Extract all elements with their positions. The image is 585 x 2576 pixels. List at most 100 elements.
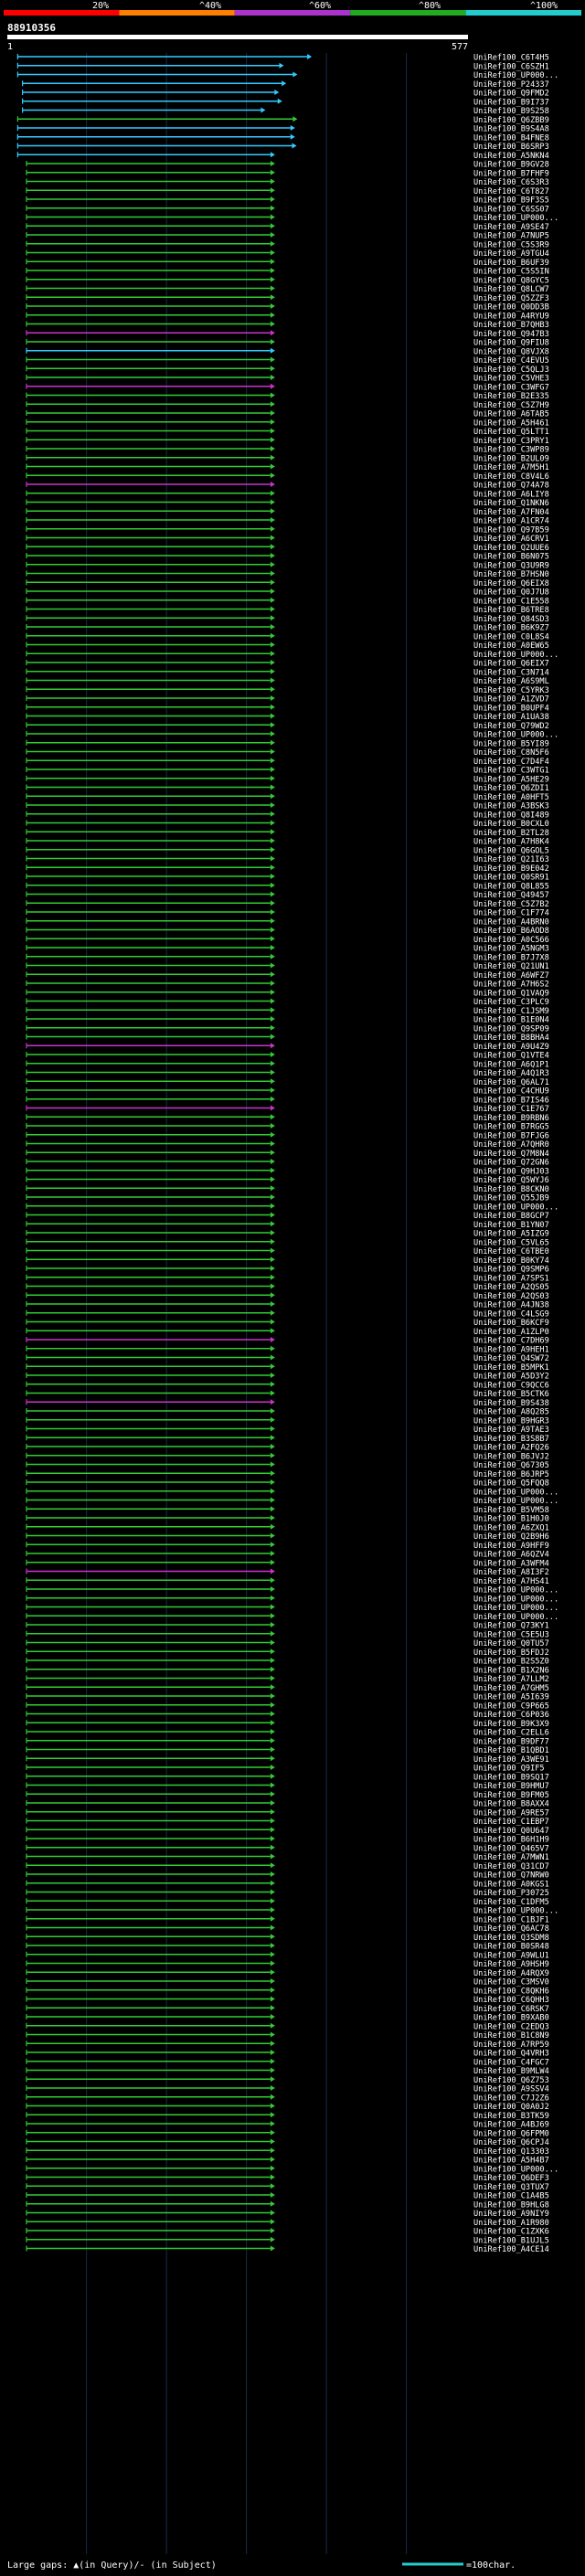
hit-row[interactable]: UniRef100_B9K3X9 <box>26 1720 549 1729</box>
hit-label[interactable]: UniRef100_Q6AC78 <box>473 1924 549 1934</box>
hit-label[interactable]: UniRef100_B9FM05 <box>473 1791 549 1800</box>
hit-row[interactable]: UniRef100_C3WFG7 <box>26 383 549 392</box>
hit-row[interactable]: UniRef100_A5D3Y2 <box>26 1373 549 1382</box>
hit-label[interactable]: UniRef100_Q6ZDI1 <box>473 784 549 793</box>
hit-label[interactable]: UniRef100_B1UJL5 <box>473 2236 549 2245</box>
hit-label[interactable]: UniRef100_A6S9ML <box>473 677 549 686</box>
hit-row[interactable]: UniRef100_A9HSH9 <box>26 1960 549 1969</box>
hit-row[interactable]: UniRef100_A5H4B7 <box>26 2157 549 2166</box>
hit-label[interactable]: UniRef100_P24337 <box>473 80 549 90</box>
hit-row[interactable]: UniRef100_C2ELL6 <box>26 1729 549 1738</box>
hit-label[interactable]: UniRef100_Q21UN1 <box>473 962 549 971</box>
hit-row[interactable]: UniRef100_B9S258 <box>22 107 549 116</box>
hit-label[interactable]: UniRef100_Q7M8N4 <box>473 1150 549 1159</box>
hit-row[interactable]: UniRef100_UP000... <box>26 214 558 223</box>
hit-row[interactable]: UniRef100_UP000... <box>16 71 558 80</box>
hit-row[interactable]: UniRef100_B1X2N6 <box>26 1666 549 1675</box>
hit-label[interactable]: UniRef100_A8I3F2 <box>473 1568 549 1577</box>
hit-row[interactable]: UniRef100_Q0DD3B <box>26 303 549 313</box>
hit-label[interactable]: UniRef100_C3N714 <box>473 668 549 677</box>
hit-label[interactable]: UniRef100_A9NIY9 <box>473 2210 549 2219</box>
hit-row[interactable]: UniRef100_B7FJG6 <box>26 1131 549 1140</box>
hit-label[interactable]: UniRef100_B6KCF9 <box>473 1319 549 1328</box>
hit-row[interactable]: UniRef100_Q6AL71 <box>26 1078 549 1087</box>
hit-label[interactable]: UniRef100_A7H8K4 <box>473 838 549 847</box>
hit-row[interactable]: UniRef100_A6WFZ7 <box>26 971 549 981</box>
hit-row[interactable]: UniRef100_B1E0N4 <box>26 1016 549 1025</box>
hit-label[interactable]: UniRef100_Q8LCW7 <box>473 285 549 294</box>
hit-label[interactable]: UniRef100_B8GCP7 <box>473 1212 549 1221</box>
hit-row[interactable]: UniRef100_C1F774 <box>26 909 549 918</box>
hit-row[interactable]: UniRef100_Q9FIU8 <box>26 339 549 348</box>
hit-row[interactable]: UniRef100_A9TAE3 <box>26 1426 549 1435</box>
hit-row[interactable]: UniRef100_Q8LCW7 <box>26 285 549 294</box>
hit-row[interactable]: UniRef100_C3PRY1 <box>26 437 549 446</box>
hit-label[interactable]: UniRef100_A7SPS1 <box>473 1274 549 1283</box>
hit-row[interactable]: UniRef100_UP000... <box>26 1497 558 1506</box>
hit-row[interactable]: UniRef100_A8Q285 <box>26 1408 549 1417</box>
hit-row[interactable]: UniRef100_C6T4H5 <box>16 54 549 63</box>
hit-row[interactable]: UniRef100_A7FN04 <box>26 508 549 517</box>
hit-row[interactable]: UniRef100_B9MLW4 <box>26 2067 549 2076</box>
hit-label[interactable]: UniRef100_C8V4L6 <box>473 472 549 482</box>
hit-row[interactable]: UniRef100_C0L8S4 <box>26 632 549 641</box>
hit-label[interactable]: UniRef100_A5NGM3 <box>473 945 549 954</box>
hit-row[interactable]: UniRef100_B6N075 <box>26 553 549 562</box>
hit-label[interactable]: UniRef100_A4Q1R3 <box>473 1069 549 1078</box>
hit-label[interactable]: UniRef100_B9S258 <box>473 107 549 116</box>
hit-row[interactable]: UniRef100_Q6CPJ4 <box>26 2138 549 2147</box>
hit-label[interactable]: UniRef100_B5YI89 <box>473 739 549 748</box>
hit-row[interactable]: UniRef100_B6JRP5 <box>26 1470 549 1479</box>
hit-label[interactable]: UniRef100_Q97B59 <box>473 525 549 535</box>
hit-label[interactable]: UniRef100_C5VHE3 <box>473 375 549 384</box>
hit-row[interactable]: UniRef100_A4RQX9 <box>26 1969 549 1978</box>
hit-label[interactable]: UniRef100_B7QHB3 <box>473 321 549 330</box>
hit-label[interactable]: UniRef100_Q3U9R9 <box>473 561 549 570</box>
hit-label[interactable]: UniRef100_UP000... <box>473 1613 558 1622</box>
hit-label[interactable]: UniRef100_B9DF77 <box>473 1737 549 1746</box>
hit-label[interactable]: UniRef100_A9TGU4 <box>473 249 549 259</box>
hit-row[interactable]: UniRef100_Q6EIX8 <box>26 579 549 588</box>
hit-label[interactable]: UniRef100_A7QHR0 <box>473 1140 549 1150</box>
hit-label[interactable]: UniRef100_C5Z7H9 <box>473 401 549 410</box>
hit-label[interactable]: UniRef100_A7NUP5 <box>473 232 549 241</box>
hit-label[interactable]: UniRef100_B1E0N4 <box>473 1016 549 1025</box>
hit-row[interactable]: UniRef100_UP000... <box>26 1613 558 1622</box>
hit-row[interactable]: UniRef100_A7HS41 <box>26 1577 549 1586</box>
hit-row[interactable]: UniRef100_B6KCF9 <box>26 1319 549 1328</box>
hit-row[interactable]: UniRef100_UP000... <box>26 731 558 740</box>
hit-row[interactable]: UniRef100_Q3TUX7 <box>26 2183 549 2192</box>
hit-row[interactable]: UniRef100_A5NGM3 <box>26 945 549 954</box>
hit-label[interactable]: UniRef100_B2S5Z0 <box>473 1658 549 1667</box>
hit-label[interactable]: UniRef100_B9GV28 <box>473 161 549 170</box>
hit-row[interactable]: UniRef100_B9HLG8 <box>26 2200 549 2210</box>
hit-row[interactable]: UniRef100_A0KGS1 <box>26 1880 549 1889</box>
hit-row[interactable]: UniRef100_C7DH69 <box>26 1337 549 1346</box>
hit-row[interactable]: UniRef100_C3WTG1 <box>26 767 549 776</box>
hit-row[interactable]: UniRef100_B1H0J0 <box>26 1515 549 1524</box>
hit-label[interactable]: UniRef100_A9HFF9 <box>473 1542 549 1551</box>
hit-row[interactable]: UniRef100_B2TL28 <box>26 829 549 838</box>
hit-row[interactable]: UniRef100_C6SS07 <box>26 205 549 214</box>
hit-label[interactable]: UniRef100_Q6FPM0 <box>473 2129 549 2138</box>
hit-row[interactable]: UniRef100_B9F3S5 <box>26 196 549 206</box>
hit-label[interactable]: UniRef100_Q6CPJ4 <box>473 2138 549 2147</box>
hit-label[interactable]: UniRef100_A9SSV4 <box>473 2085 549 2094</box>
hit-label[interactable]: UniRef100_Q73KY1 <box>473 1622 549 1631</box>
hit-row[interactable]: UniRef100_B4FNE8 <box>16 133 549 143</box>
hit-label[interactable]: UniRef100_A7M5H1 <box>473 463 549 472</box>
hit-row[interactable]: UniRef100_P24337 <box>22 80 549 90</box>
hit-row[interactable]: UniRef100_A1UA38 <box>26 713 549 722</box>
hit-row[interactable]: UniRef100_B9XAB0 <box>26 2014 549 2023</box>
hit-label[interactable]: UniRef100_C7D4F4 <box>473 758 549 767</box>
hit-row[interactable]: UniRef100_Q0TU57 <box>26 1639 549 1648</box>
hit-label[interactable]: UniRef100_C5Z7B2 <box>473 900 549 909</box>
hit-label[interactable]: UniRef100_B7HSN0 <box>473 570 549 579</box>
hit-row[interactable]: UniRef100_B2UL09 <box>26 454 549 463</box>
hit-label[interactable]: UniRef100_Q0SR91 <box>473 874 549 883</box>
hit-label[interactable]: UniRef100_A4JN38 <box>473 1301 549 1310</box>
hit-row[interactable]: UniRef100_Q4SW72 <box>26 1354 549 1363</box>
hit-label[interactable]: UniRef100_C6QHH3 <box>473 1996 549 2005</box>
hit-label[interactable]: UniRef100_C1F774 <box>473 909 549 918</box>
hit-label[interactable]: UniRef100_C6S3R3 <box>473 178 549 187</box>
